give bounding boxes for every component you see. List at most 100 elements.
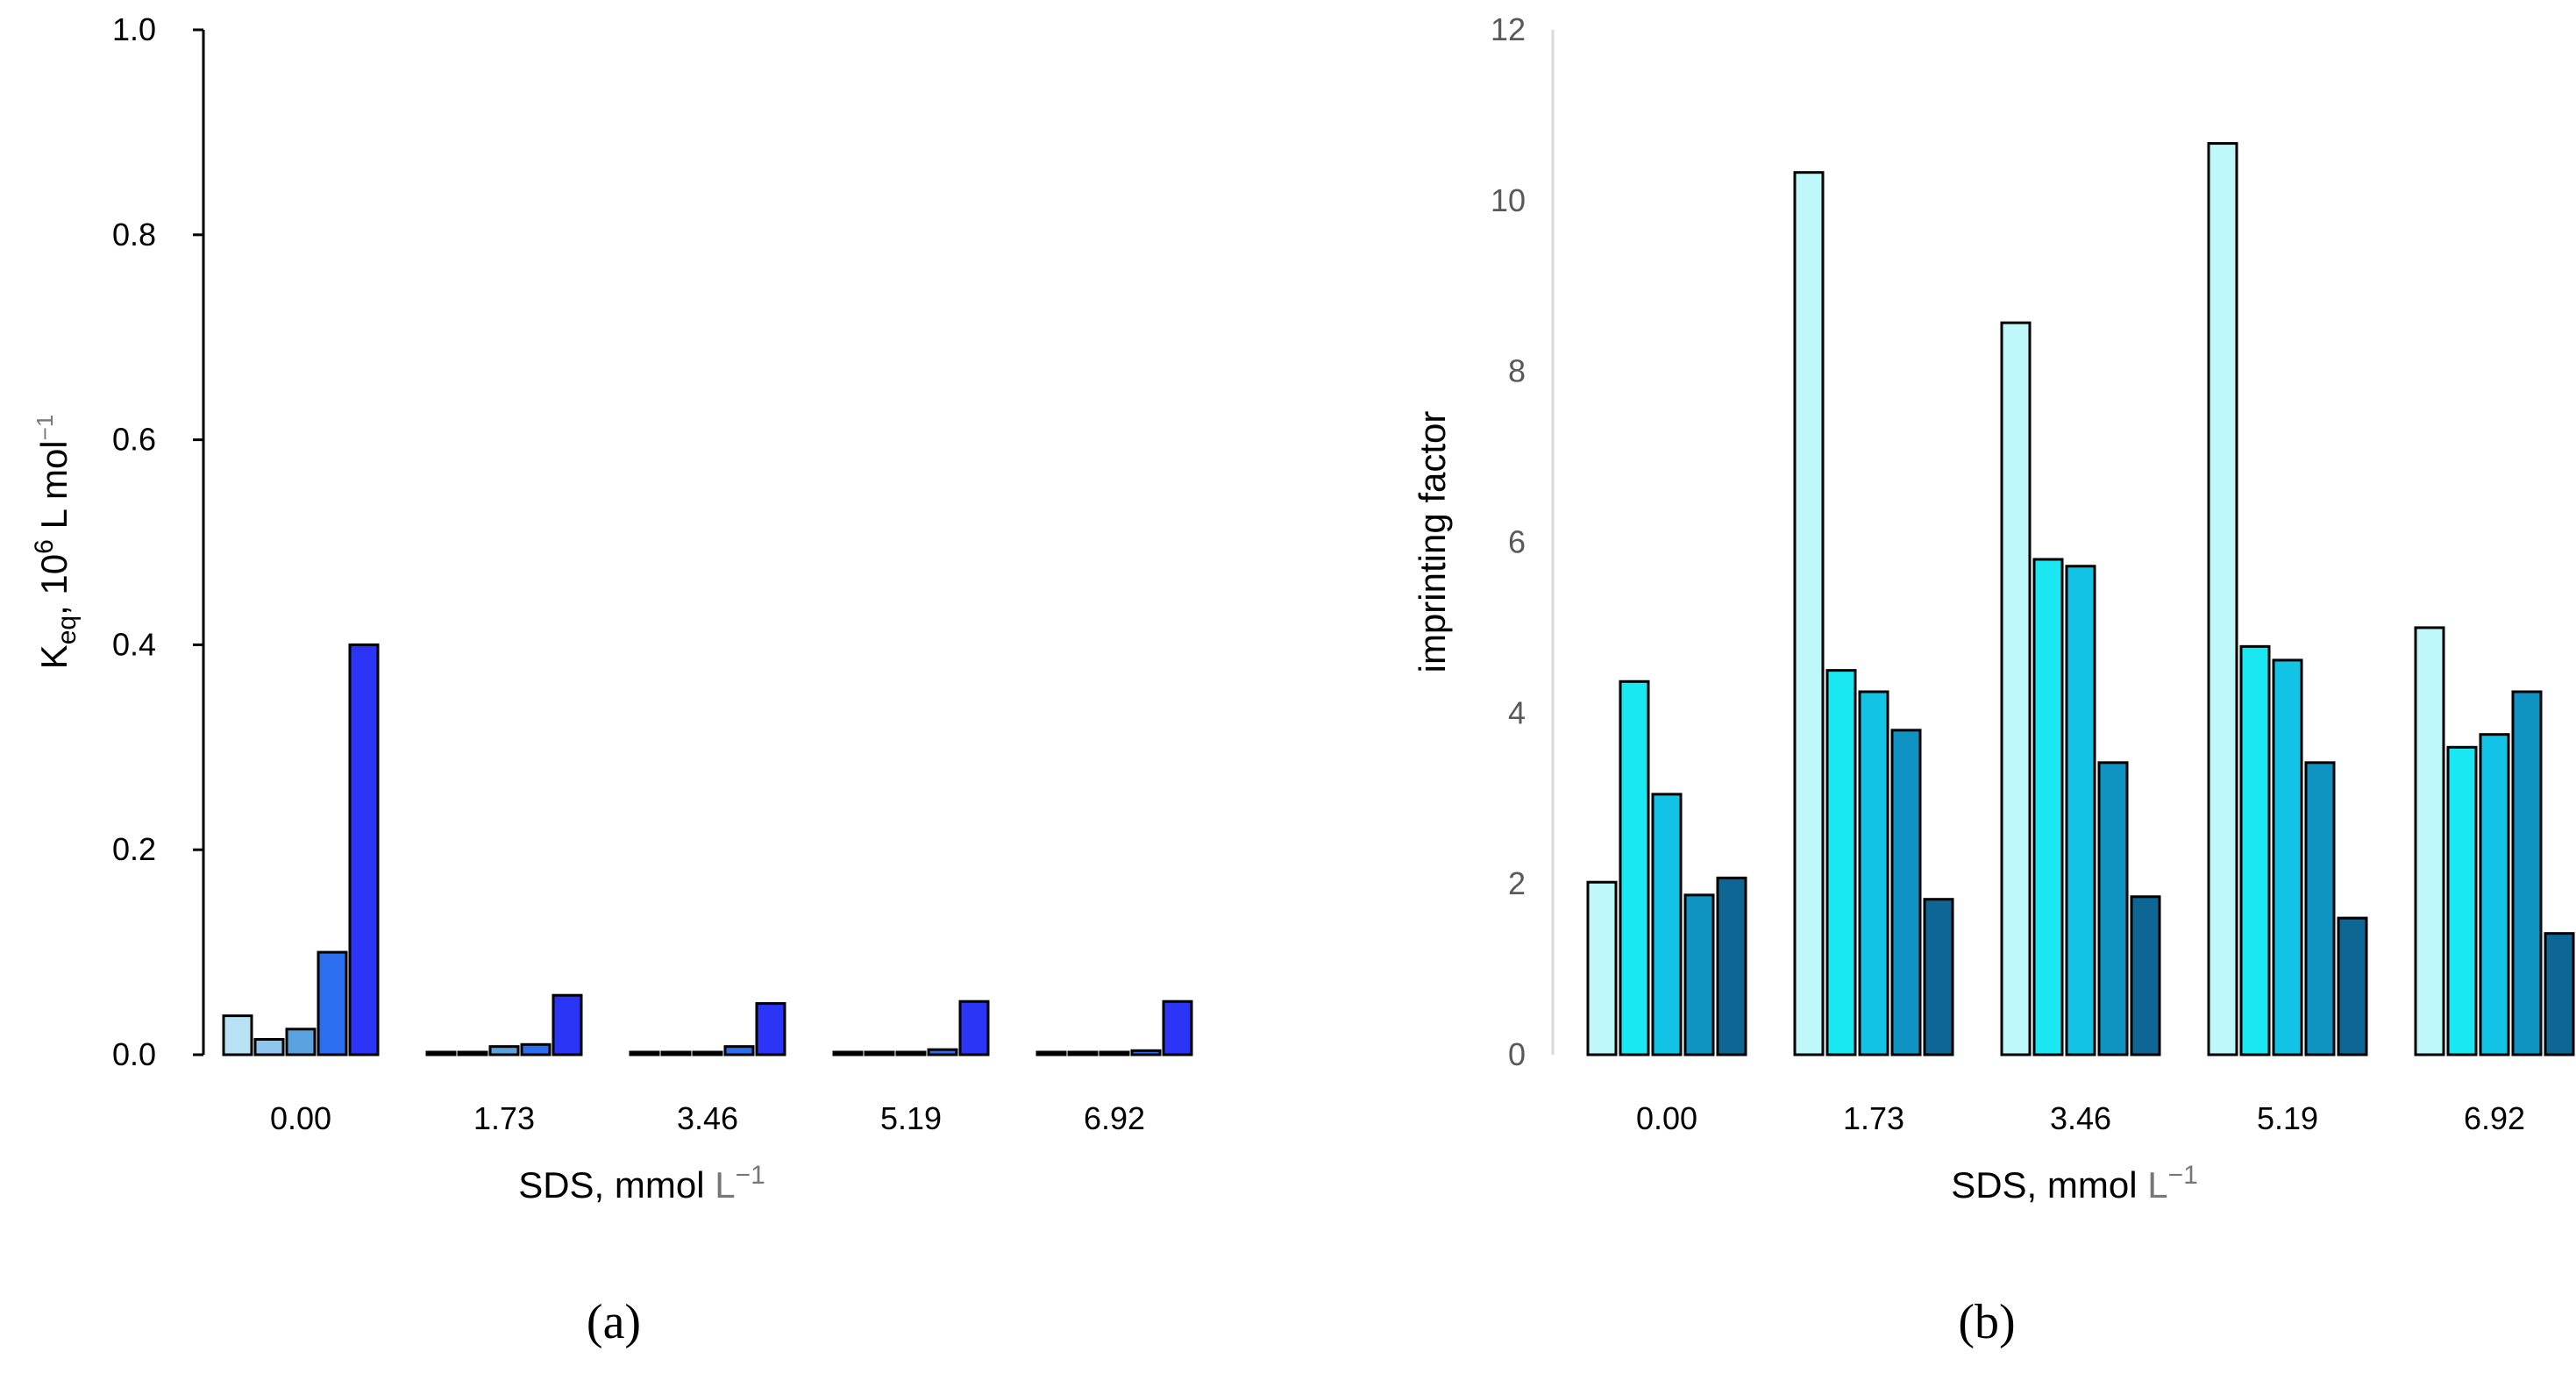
x-label-a-unit: L [715,1164,735,1206]
y-axis-label-b: imprinting factor [1412,411,1453,673]
y-tick-label-b-4: 6 [1508,524,1526,560]
bar-a-3-2 [660,1050,692,1056]
bar-b-2-4 [1890,729,1922,1056]
bar-a-4-3 [895,1050,927,1056]
x-label-a-main: SDS, mmol [518,1164,715,1206]
bar-a-4-5 [958,999,990,1056]
bar-b-3-2 [2032,558,2064,1056]
bar-a-4-4 [927,1048,958,1056]
bar-a-5-3 [1099,1050,1130,1056]
y-tick-label-a-2: 0.2 [112,831,156,867]
bar-a-5-4 [1130,1049,1162,1056]
x-axis-label-b: SDS, mmol L−1 [1951,1161,2198,1206]
bar-a-1-5 [348,643,380,1056]
bar-a-2-2 [457,1050,488,1056]
x-axis-label-a: SDS, mmol L−1 [518,1161,765,1206]
bar-a-1-3 [285,1028,317,1056]
bar-b-4-2 [2239,644,2271,1056]
bar-b-3-5 [2130,895,2161,1056]
bar-a-3-1 [629,1050,660,1056]
x-tick-label-a-3: 3.46 [677,1100,738,1136]
bar-b-5-1 [2414,626,2445,1056]
x-label-b-sup: −1 [2168,1161,2198,1190]
bar-a-4-2 [864,1050,895,1056]
bar-a-1-2 [253,1037,285,1056]
bar-b-4-3 [2272,658,2303,1056]
bar-b-5-3 [2479,733,2510,1056]
bars-a [222,643,1193,1056]
y-axis-label-a: Keq, 106 L mol−1 [30,415,82,670]
y-ticks-b: 0 2 4 6 8 10 12 [1491,11,1526,1072]
x-tick-label-b-4: 5.19 [2257,1100,2318,1136]
x-label-a-sup: −1 [736,1161,765,1190]
y-tick-label-b-6: 10 [1491,182,1526,218]
x-tick-label-a-2: 1.73 [473,1100,535,1136]
chart-panel-b: 0 2 4 6 8 10 12 0.00 1.73 3.46 5.19 6.92 imprintin… [1412,11,2575,1349]
y-label-a-main: K [33,644,75,669]
bar-b-1-2 [1619,679,1650,1056]
x-tick-label-b-2: 1.73 [1843,1100,1904,1136]
bars-b [1586,142,2575,1056]
y-label-a-end: L mol [33,440,75,539]
bar-b-4-1 [2207,142,2238,1056]
bar-b-5-2 [2446,745,2478,1056]
y-tick-label-b-2: 2 [1508,865,1526,901]
x-tick-label-a-1: 0.00 [270,1100,331,1136]
bar-a-2-3 [488,1045,520,1056]
bar-a-5-1 [1035,1050,1067,1056]
y-label-a-sup: 6 [30,539,59,554]
chart-panel-a: 0.00.20.40.60.81.0 0.00 1.73 3.46 5.19 6.92 … [30,11,1193,1349]
bar-b-1-5 [1716,876,1747,1056]
bar-a-2-1 [425,1050,457,1056]
bar-a-1-1 [222,1014,253,1056]
bar-b-2-3 [1858,690,1889,1056]
y-tick-label-b-7: 12 [1491,11,1526,47]
x-label-b-main: SDS, mmol [1951,1164,2147,1206]
bar-b-1-3 [1651,793,1683,1056]
bar-b-2-1 [1793,171,1825,1056]
y-tick-label-a-1: 0.0 [112,1036,156,1072]
x-tick-label-b-3: 3.46 [2050,1100,2111,1136]
bar-b-4-4 [2304,761,2336,1056]
panel-label-b: (b) [1958,1295,2015,1349]
bar-a-4-1 [832,1050,864,1056]
bar-b-2-2 [1825,669,1857,1056]
bar-a-2-5 [551,993,583,1056]
bar-b-4-5 [2337,916,2368,1056]
y-label-a-sub: eq [53,615,82,644]
bar-a-5-2 [1067,1050,1099,1056]
x-tick-label-b-1: 0.00 [1636,1100,1697,1136]
bar-a-3-3 [692,1050,723,1056]
bar-a-3-5 [755,1002,786,1056]
panel-label-a: (a) [587,1295,641,1349]
x-tick-label-a-5: 6.92 [1084,1100,1145,1136]
bar-a-2-4 [520,1042,551,1056]
bar-b-3-4 [2097,761,2129,1056]
bar-b-1-1 [1586,880,1618,1056]
x-ticks-b: 0.00 1.73 3.46 5.19 6.92 [1636,1100,2525,1136]
y-tick-label-b-5: 8 [1508,353,1526,389]
y-label-a-mid: , 10 [33,554,75,615]
y-tick-label-a-5: 0.8 [112,217,156,253]
bar-b-1-4 [1683,893,1715,1056]
bar-a-1-4 [317,950,348,1056]
y-tick-label-b-1: 0 [1508,1036,1526,1072]
y-label-a-sup2: −1 [32,415,58,441]
bar-a-3-4 [723,1045,755,1056]
y-ticks-a: 0.0 0.2 0.4 0.6 0.8 1.0 [112,11,203,1072]
x-tick-label-b-5: 6.92 [2464,1100,2525,1136]
bar-a-5-5 [1162,999,1193,1056]
x-tick-label-a-4: 5.19 [880,1100,942,1136]
bar-b-3-1 [2000,321,2032,1056]
y-tick-label-b-3: 4 [1508,694,1526,730]
bar-b-2-5 [1923,898,1954,1056]
bar-b-5-4 [2511,690,2543,1056]
y-tick-label-a-4: 0.6 [112,422,156,458]
x-ticks-a: 0.00 1.73 3.46 5.19 6.92 [270,1100,1145,1136]
x-label-b-unit: L [2147,1164,2167,1206]
bar-b-3-3 [2065,565,2096,1056]
y-tick-label-a-3: 0.4 [112,626,156,662]
y-tick-label-a-6: 1.0 [112,11,156,47]
bar-b-5-5 [2544,932,2575,1056]
